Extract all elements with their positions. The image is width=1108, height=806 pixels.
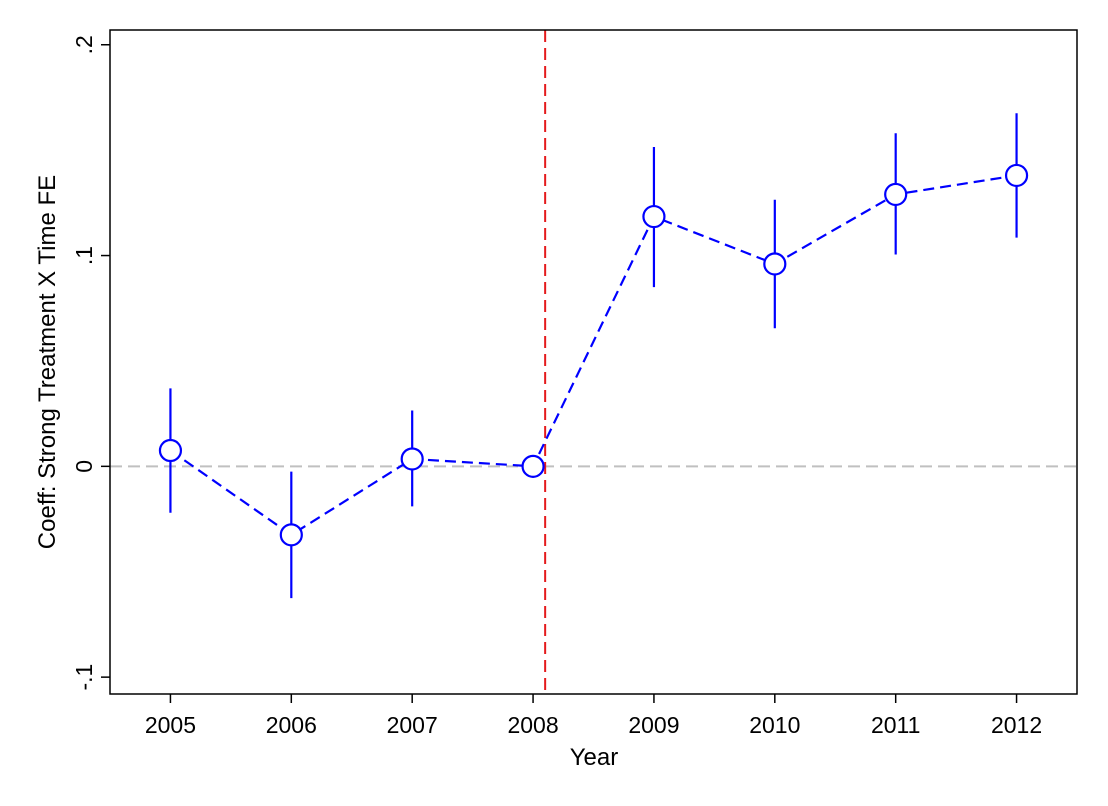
y-tick-label--.1: -.1 [71, 664, 97, 691]
x-tick-label-2012: 2012 [991, 712, 1042, 738]
axes: 2005 2006 2007 2008 2009 2010 2011 2012 -.1 0 .1 .2 [71, 35, 1042, 738]
x-tick-label-2006: 2006 [266, 712, 317, 738]
y-tick-label-0: 0 [71, 460, 97, 473]
data-point-2006 [279, 523, 303, 547]
data-point-2009 [642, 204, 666, 229]
x-tick-label-2008: 2008 [507, 712, 558, 738]
data-point-2010 [763, 252, 787, 276]
x-tick-label-2010: 2010 [749, 712, 800, 738]
series-connecting-line [169, 174, 1017, 537]
x-tick-label-2007: 2007 [387, 712, 438, 738]
data-point-2005 [158, 438, 183, 463]
y-axis-title: Coeff: Strong Treatment X Time FE [34, 175, 61, 549]
reference-lines [110, 30, 1077, 694]
series-layer [158, 113, 1029, 599]
x-tick-label-2009: 2009 [628, 712, 679, 738]
x-tick-label-2011: 2011 [871, 712, 920, 738]
y-tick-label-.2: .2 [71, 35, 97, 54]
data-point-2008 [521, 454, 545, 478]
y-tick-label-.1: .1 [71, 246, 97, 265]
data-point-2012 [1004, 163, 1029, 188]
x-axis-title: Year [570, 744, 619, 771]
data-point-2007 [400, 447, 424, 471]
plot-frame [109, 29, 1078, 695]
data-point-2011 [884, 182, 908, 207]
x-tick-label-2005: 2005 [145, 712, 196, 738]
